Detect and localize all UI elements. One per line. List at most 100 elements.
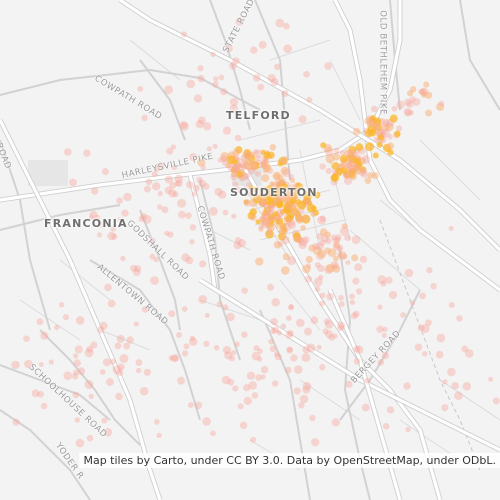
heat-dot — [319, 163, 326, 170]
heat-dot — [98, 220, 106, 228]
heat-dot — [359, 166, 367, 174]
heat-dot — [261, 217, 270, 226]
heat-dot — [156, 432, 162, 439]
heat-dot — [302, 345, 311, 354]
heat-dot — [103, 428, 113, 437]
heat-dot — [276, 330, 283, 336]
industrial-block — [28, 160, 68, 186]
heat-dot — [213, 344, 220, 351]
heat-dot — [255, 374, 262, 381]
heat-dot — [372, 122, 381, 130]
heat-dot — [224, 351, 233, 360]
heat-dot — [157, 204, 163, 210]
heat-dot — [288, 213, 295, 220]
heat-dot — [174, 180, 181, 187]
heat-dot — [23, 335, 30, 342]
heat-dot — [333, 147, 340, 154]
heat-dot — [243, 172, 251, 180]
heat-dot — [288, 173, 295, 180]
heat-dot — [239, 421, 248, 430]
heat-dot — [448, 225, 454, 231]
heat-dot — [333, 243, 340, 250]
heat-dot — [454, 391, 463, 401]
heat-dot — [259, 200, 266, 207]
heat-dot — [326, 292, 334, 301]
heat-dot — [292, 184, 301, 193]
heat-dot — [347, 157, 355, 165]
heat-dot — [161, 206, 169, 214]
heat-dot — [40, 331, 49, 340]
heat-dot — [409, 300, 416, 306]
heat-dot — [222, 345, 232, 355]
heat-dot — [151, 182, 161, 191]
heat-dot — [308, 244, 316, 252]
heat-dot — [364, 377, 371, 384]
heat-dot — [232, 163, 240, 170]
heat-dot — [267, 151, 275, 159]
heat-dot — [250, 46, 258, 54]
heat-dot — [101, 168, 109, 176]
heat-dot — [181, 253, 190, 262]
heat-dot — [130, 264, 138, 272]
heat-dot — [243, 199, 249, 205]
heat-dot — [254, 170, 261, 177]
heat-dot — [315, 242, 324, 251]
heat-dot — [448, 301, 455, 308]
heat-dot — [72, 391, 80, 399]
heat-dot — [381, 131, 387, 137]
heat-dot — [290, 177, 296, 184]
heat-dot — [420, 87, 429, 96]
heat-dot — [169, 181, 177, 189]
heat-dot — [260, 365, 269, 374]
heat-dot — [247, 166, 256, 175]
heat-dot — [265, 229, 274, 239]
heat-dot — [183, 343, 190, 350]
heat-dot — [274, 196, 282, 204]
heat-dot — [234, 237, 242, 244]
heat-dot — [143, 368, 151, 376]
heat-dot — [351, 254, 359, 262]
heat-dot — [272, 210, 279, 217]
heat-dot — [430, 282, 437, 290]
heat-dot — [325, 167, 332, 175]
heat-dot — [164, 186, 173, 195]
heat-dot — [275, 18, 285, 28]
heat-dot — [382, 326, 388, 333]
heat-dot — [358, 168, 367, 176]
heat-dot — [391, 105, 398, 112]
heat-dot — [164, 175, 173, 184]
heat-dot — [352, 310, 360, 318]
heat-dot — [293, 387, 301, 395]
heat-dot — [409, 96, 416, 103]
heat-dot — [344, 234, 351, 242]
heat-dot — [331, 418, 340, 427]
heat-dot — [168, 355, 174, 361]
heat-dot — [327, 248, 337, 258]
heat-dot — [232, 57, 240, 65]
heat-dot — [336, 252, 343, 258]
heat-dot — [11, 360, 20, 370]
road-label-old-bethlehem-pike: OLD BETHLEHEM PIKE — [377, 10, 388, 115]
heat-dot — [286, 315, 292, 321]
heat-dot — [314, 262, 321, 269]
heat-dot — [328, 334, 335, 341]
heat-dot — [320, 142, 327, 149]
heat-dot — [385, 276, 393, 284]
heat-dot — [186, 79, 196, 89]
heat-dot — [283, 44, 292, 54]
heat-dot — [282, 253, 290, 261]
heat-dot — [121, 209, 129, 217]
heat-dot — [202, 182, 210, 190]
heat-dot — [69, 178, 77, 187]
heat-dot — [373, 136, 380, 143]
heat-dot — [370, 105, 378, 113]
heat-dot — [285, 331, 293, 339]
heat-dot — [235, 186, 242, 193]
heat-dot — [213, 76, 219, 82]
heat-dot — [229, 104, 239, 114]
heat-dot — [106, 378, 114, 386]
heat-dot — [176, 332, 183, 338]
heat-dot — [349, 173, 357, 181]
